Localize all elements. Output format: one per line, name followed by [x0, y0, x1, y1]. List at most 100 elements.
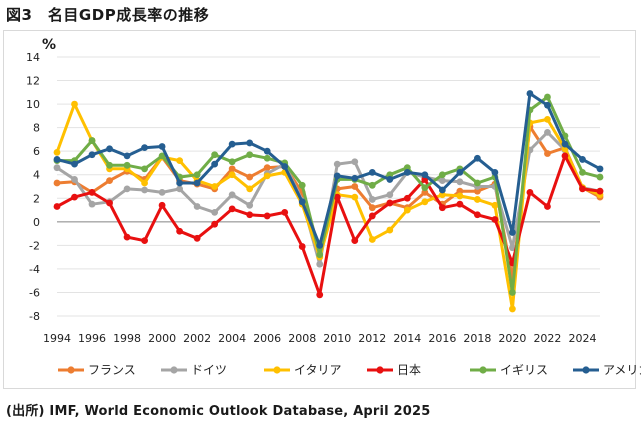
x-tick-label: 2004 — [218, 332, 246, 345]
data-point-japan — [386, 199, 394, 207]
y-tick-label: 10 — [26, 98, 40, 111]
data-point-germany — [158, 188, 166, 196]
data-point-germany — [509, 244, 516, 252]
data-point-uk — [421, 184, 429, 192]
data-point-germany — [53, 164, 61, 172]
data-point-germany — [193, 203, 201, 210]
data-point-france — [263, 164, 271, 172]
data-point-uk — [403, 164, 411, 172]
data-point-usa — [456, 168, 464, 176]
data-point-usa — [228, 140, 236, 148]
data-point-usa — [316, 241, 324, 249]
data-point-usa — [579, 156, 586, 163]
legend-label: 日本 — [397, 363, 421, 377]
chart-frame — [3, 30, 636, 389]
data-point-uk — [386, 171, 394, 179]
data-point-germany — [246, 201, 254, 209]
data-point-germany — [123, 185, 131, 193]
data-point-japan — [368, 212, 376, 220]
data-point-usa — [386, 176, 394, 183]
legend-swatch-marker — [273, 366, 281, 374]
data-point-france — [246, 173, 254, 181]
x-tick-label: 2010 — [323, 332, 351, 345]
x-tick-label: 1994 — [43, 332, 71, 345]
x-axis-ticks: 1994 1996 1998 2000 2002 2004 2006 2008 2010 2012… — [43, 332, 596, 345]
data-point-germany — [176, 185, 184, 193]
data-point-france — [473, 187, 481, 195]
y-tick-label: -4 — [29, 263, 40, 276]
data-point-japan — [106, 199, 113, 207]
data-point-italy — [246, 185, 254, 193]
y-tick-label: 2 — [33, 192, 40, 205]
data-point-italy — [386, 226, 394, 234]
data-point-italy — [473, 196, 481, 203]
data-point-usa — [158, 143, 166, 150]
data-point-usa — [368, 168, 376, 176]
data-point-usa — [544, 101, 551, 109]
data-point-usa — [491, 168, 499, 176]
data-point-uk — [438, 171, 446, 179]
x-tick-label: 2024 — [568, 332, 596, 345]
data-point-uk — [596, 173, 604, 181]
y-tick-label: 14 — [26, 51, 40, 64]
data-point-usa — [351, 174, 359, 182]
figure-title: 図3 名目GDP成長率の推移 — [6, 6, 210, 24]
data-point-japan — [438, 204, 446, 212]
data-point-italy — [176, 157, 184, 165]
data-point-uk — [246, 151, 254, 159]
data-point-usa — [176, 179, 184, 187]
data-point-italy — [509, 305, 516, 313]
data-point-japan — [491, 216, 499, 223]
data-point-japan — [71, 193, 78, 201]
y-tick-label: 6 — [33, 145, 40, 158]
data-point-usa — [211, 160, 219, 168]
data-point-italy — [403, 206, 411, 214]
source-note: (出所) IMF, World Economic Outlook Databas… — [6, 404, 431, 419]
data-point-usa — [246, 139, 254, 147]
data-point-japan — [316, 291, 324, 299]
data-point-italy — [211, 183, 219, 190]
y-axis-unit-label: % — [42, 37, 57, 53]
data-point-usa — [438, 186, 446, 194]
data-point-usa — [263, 147, 271, 155]
data-point-usa — [71, 160, 78, 168]
data-point-uk — [509, 289, 516, 296]
data-point-usa — [509, 229, 516, 236]
data-point-uk — [298, 181, 306, 189]
data-point-usa — [403, 168, 411, 176]
data-point-italy — [228, 171, 236, 179]
data-point-japan — [473, 211, 481, 219]
data-point-germany — [386, 191, 394, 199]
data-point-germany — [228, 191, 236, 199]
data-point-japan — [298, 243, 306, 250]
data-point-japan — [228, 205, 236, 213]
data-point-japan — [246, 211, 254, 219]
data-point-uk — [88, 137, 96, 144]
x-tick-label: 1998 — [113, 332, 141, 345]
legend-swatch-marker — [376, 366, 384, 374]
data-point-uk — [473, 179, 481, 187]
data-point-france — [351, 183, 359, 190]
data-point-italy — [544, 115, 551, 123]
y-tick-label: 8 — [33, 122, 40, 135]
data-point-germany — [333, 160, 341, 168]
data-point-germany — [456, 178, 464, 186]
legend-label: ドイツ — [191, 363, 227, 377]
y-tick-label: 0 — [33, 216, 40, 229]
x-tick-label: 2006 — [253, 332, 281, 345]
data-point-france — [228, 165, 236, 173]
data-point-japan — [263, 212, 271, 220]
data-point-germany — [141, 186, 148, 194]
data-point-uk — [123, 161, 131, 169]
data-point-germany — [438, 177, 446, 185]
data-point-germany — [211, 209, 219, 216]
data-point-japan — [158, 201, 166, 209]
data-point-germany — [544, 128, 551, 136]
series-lines — [53, 90, 604, 313]
data-point-usa — [141, 144, 148, 152]
data-point-usa — [53, 156, 61, 163]
x-tick-label: 2002 — [183, 332, 211, 345]
x-tick-label: 1996 — [78, 332, 106, 345]
data-point-italy — [53, 148, 61, 156]
